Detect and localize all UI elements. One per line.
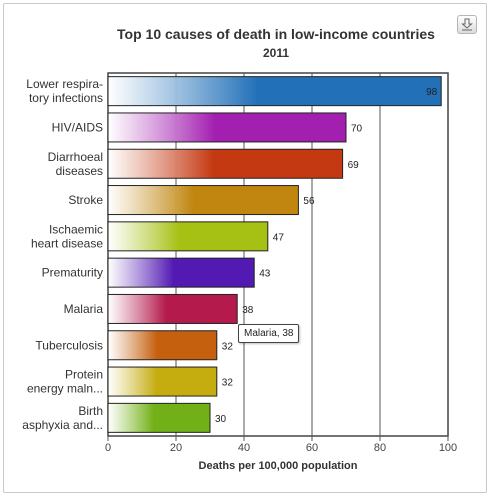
category-label: Malaria: [64, 302, 104, 316]
download-icon: [461, 18, 473, 31]
x-axis-label: Deaths per 100,000 population: [198, 460, 358, 472]
data-label: 43: [259, 269, 271, 280]
bar: [107, 221, 269, 252]
data-label: 47: [273, 232, 285, 243]
bar: [107, 148, 344, 179]
x-tick-label: 40: [238, 442, 250, 454]
data-label: 98: [426, 87, 438, 98]
data-label: 32: [222, 378, 234, 389]
bar: [107, 112, 347, 143]
bar: [107, 402, 211, 433]
category-label: Tuberculosis: [35, 338, 103, 352]
category-label: Stroke: [68, 193, 103, 207]
bar: [107, 185, 299, 216]
category-label: Protein energy maln...: [27, 368, 103, 396]
category-label: Birth asphyxia and...: [22, 404, 103, 432]
x-tick-label: 0: [105, 442, 111, 454]
category-label: Prematurity: [42, 266, 103, 280]
x-tick-label: 100: [439, 442, 457, 454]
x-tick-label: 20: [170, 442, 182, 454]
category-label: HIV/AIDS: [52, 120, 103, 134]
bar: [107, 366, 218, 397]
tooltip: Malaria, 38: [238, 324, 300, 343]
data-label: 56: [303, 196, 315, 207]
category-label: Lower respira-tory infections: [26, 77, 103, 105]
bar: [107, 76, 442, 107]
bar: [107, 257, 255, 288]
export-button[interactable]: [457, 15, 477, 34]
chart-title: Top 10 causes of death in low-income cou…: [117, 26, 435, 42]
x-tick-label: 60: [306, 442, 318, 454]
category-label: Diarrhoeal diseases: [48, 150, 103, 178]
data-label: 70: [351, 123, 363, 134]
x-tick-label: 80: [374, 442, 386, 454]
data-label: 32: [222, 341, 234, 352]
bar: [107, 293, 238, 324]
category-label: Ischaemic heart disease: [31, 222, 103, 250]
data-label: 38: [242, 305, 254, 316]
data-label: 30: [215, 414, 227, 425]
bar: [107, 330, 218, 361]
chart-subtitle: 2011: [262, 46, 290, 60]
data-label: 69: [348, 160, 360, 171]
